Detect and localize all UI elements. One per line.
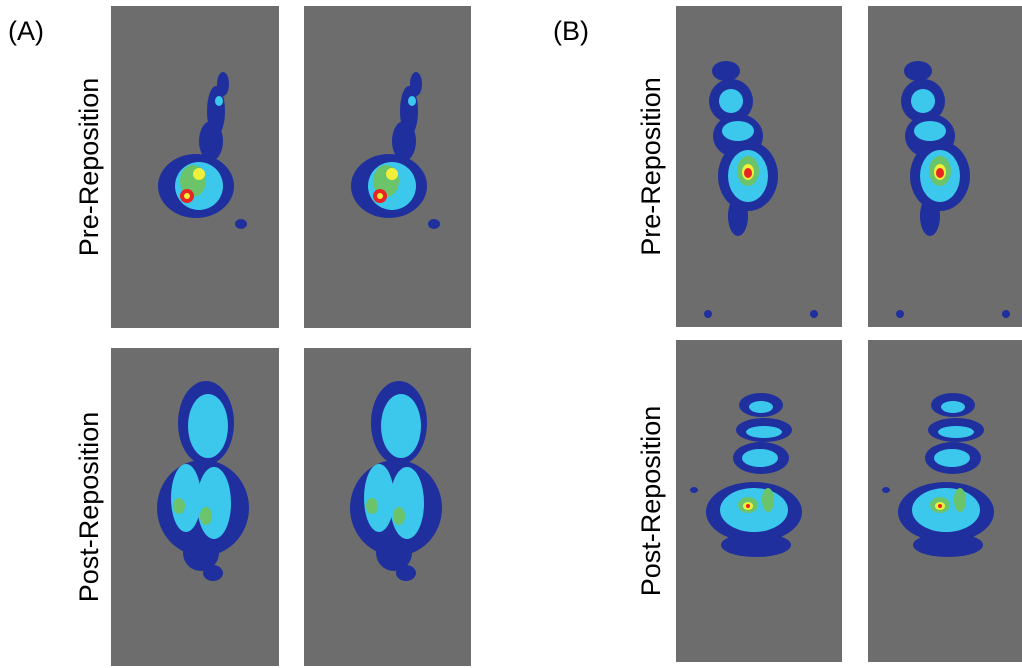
pressure-contour [393,507,405,525]
panel-label: (A) [8,16,44,46]
pressure-contour [235,219,247,229]
pressure-contour [896,310,904,318]
figure: (A) Pre-Reposition Post-Reposition (B) Pre-R… [0,0,1022,668]
pressure-contour [184,193,190,199]
pressure-contour [938,426,974,438]
pressure-contour [913,533,983,557]
pressure-map [304,348,471,666]
pressure-contour [934,449,970,467]
pressure-contour [428,219,440,229]
row-label: Post-Reposition [74,412,104,603]
row-label: Pre-Reposition [636,77,666,256]
pressure-contour [377,193,383,199]
pressure-map [868,340,1022,662]
pressure-contour [721,533,791,557]
pressure-contour [396,565,416,581]
pressure-contour [215,96,223,106]
pressure-contour [197,467,231,539]
pressure-contour [746,426,782,438]
pressure-contour [203,565,223,581]
row-label: Pre-Reposition [74,78,104,257]
pressure-contour [810,310,818,318]
pressure-contour [712,61,740,81]
pressure-contour [366,498,378,514]
pressure-contour [171,464,201,532]
pressure-contour [386,168,398,180]
pressure-contour [364,464,394,532]
row-label: Post-Reposition [636,406,666,597]
pressure-contour [188,394,228,458]
pressure-map [868,6,1022,327]
pressure-contour [954,488,966,512]
pressure-contour [719,89,743,113]
pressure-contour [704,310,712,318]
pressure-contour [744,168,752,178]
pressure-contour [1002,310,1010,318]
pressure-contour [882,487,890,493]
pressure-map [304,6,471,328]
pressure-contour [749,401,773,413]
pressure-contour [746,504,750,508]
pressure-contour [390,467,424,539]
panel-label: (B) [553,16,589,46]
pressure-contour [911,89,935,113]
pressure-contour [941,401,965,413]
pressure-contour [938,504,942,508]
pressure-map [676,6,842,327]
pressure-contour [722,121,754,141]
pressure-contour [408,96,416,106]
pressure-contour [381,394,421,458]
pressure-contour [920,196,940,236]
pressure-contour [936,168,944,178]
pressure-contour [200,507,212,525]
pressure-map [676,340,842,662]
pressure-contour [728,196,748,236]
pressure-map [111,6,279,328]
pressure-contour [914,121,946,141]
pressure-map [111,348,279,666]
pressure-contour [690,487,698,493]
pressure-contour [904,61,932,81]
pressure-contour [762,488,774,512]
pressure-contour [742,449,778,467]
pressure-contour [173,498,185,514]
pressure-contour [193,168,205,180]
